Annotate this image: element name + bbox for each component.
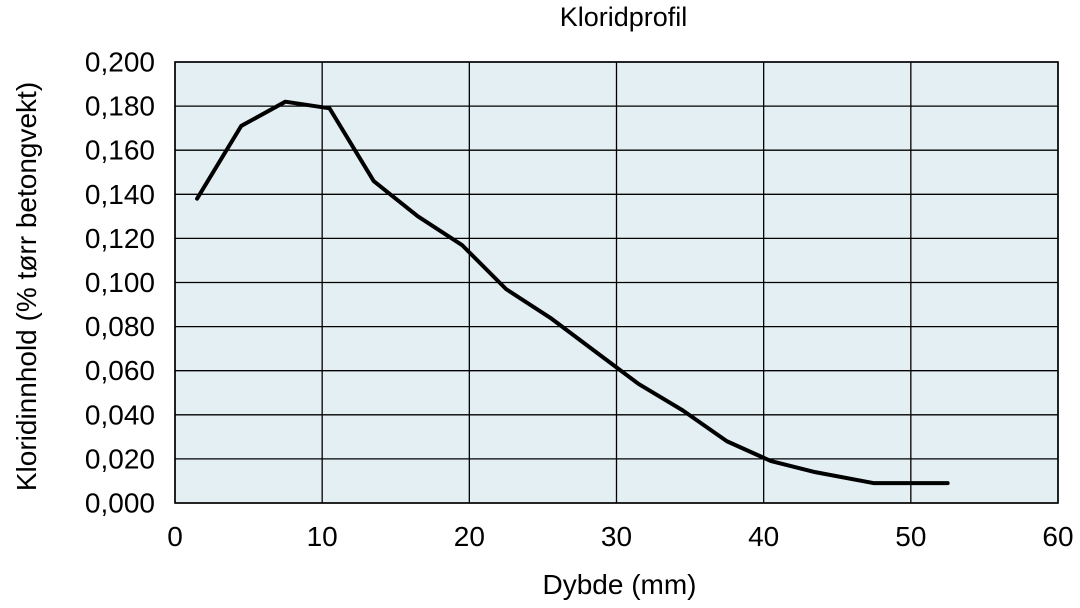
y-tick-label: 0,140 (85, 179, 155, 210)
y-tick-label: 0,180 (85, 91, 155, 122)
series-layer (195, 99, 950, 486)
y-tick-label: 0,020 (85, 443, 155, 474)
y-axis-label: Kloridinnhold (% tørr betongvekt) (11, 82, 42, 491)
x-tick-label: 20 (454, 521, 485, 552)
plot-area-border (174, 61, 1059, 504)
y-tick-labels: 0,000 0,020 0,040 0,060 0,080 0,100 0,120 0,140… (85, 47, 155, 519)
x-tick-label: 0 (167, 521, 183, 552)
x-axis-label: Dybde (mm) (542, 569, 696, 600)
y-tick-label: 0,200 (85, 47, 155, 78)
chart-title: Kloridprofil (560, 2, 688, 32)
y-tick-label: 0,060 (85, 355, 155, 386)
x-tick-label: 50 (895, 521, 926, 552)
x-tick-label: 40 (748, 521, 779, 552)
y-tick-label: 0,160 (85, 135, 155, 166)
x-tick-label: 30 (601, 521, 632, 552)
y-tick-label: 0,080 (85, 311, 155, 342)
y-tick-label: 0,000 (85, 488, 155, 519)
y-tick-label: 0,100 (85, 267, 155, 298)
y-tick-label: 0,120 (85, 223, 155, 254)
series-line (195, 99, 950, 486)
x-tick-label: 60 (1042, 521, 1073, 552)
x-tick-labels: 0 10 20 30 40 50 60 (167, 521, 1073, 552)
y-tick-label: 0,040 (85, 399, 155, 430)
x-tick-label: 10 (307, 521, 338, 552)
